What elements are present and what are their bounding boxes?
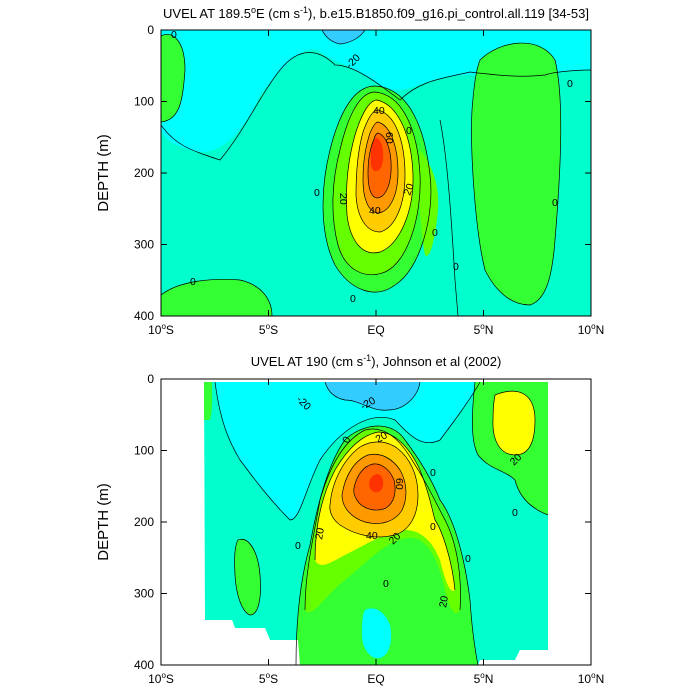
clabel: 0: [406, 125, 412, 137]
clabel: 0: [552, 197, 558, 209]
clabel: 0: [430, 467, 436, 479]
clabel: 0: [432, 227, 438, 239]
panel-2: UVEL AT 190 (cm s-1), Johnson et al (200…: [95, 353, 604, 686]
region-pos-left: [161, 34, 185, 122]
panel-2-contour-fill: [161, 379, 591, 665]
mask-right: [478, 379, 591, 665]
panel-1-title: UVEL AT 189.5oE (cm s-1), b.e15.B1850.f0…: [163, 5, 589, 21]
panel-2-x-tick-labels: 10oS 5oS EQ 5oN 10oN: [148, 671, 604, 686]
panel-2-contour-labels: -20 -20 0 20 60 40 20 20 20 20 0 0 0 0 0…: [294, 394, 525, 609]
panel-1-x-tick-labels: 10oS 5oS EQ 5oN 10oN: [148, 322, 604, 337]
x-tick-label: EQ: [367, 672, 384, 686]
clabel: 0: [295, 540, 301, 552]
x-tick-label: 5oS: [259, 671, 278, 686]
panel-1-y-axis-label: DEPTH (m): [95, 134, 112, 212]
x-tick-label: 5oS: [259, 322, 278, 337]
strip-left: [204, 382, 213, 420]
clabel: 0: [350, 293, 356, 305]
clabel: 0: [171, 29, 177, 41]
core-70: [369, 474, 384, 493]
panel-2-y-tick-labels: 0 100 200 300 400: [134, 372, 154, 672]
y-tick-label: 100: [134, 95, 154, 109]
y-tick-label: 300: [134, 238, 154, 252]
clabel: 40: [373, 105, 385, 117]
clabel: 20: [313, 527, 327, 541]
region-neg10: [215, 382, 480, 520]
x-tick-label: EQ: [367, 323, 384, 337]
x-tick-label: 10oN: [578, 322, 604, 337]
clabel: 0: [453, 261, 459, 273]
clabel: 20: [374, 429, 390, 445]
clabel: 0: [190, 276, 196, 288]
clabel: 0: [567, 78, 573, 90]
x-tick-label: 5oN: [474, 322, 494, 337]
y-tick-label: 0: [147, 23, 154, 37]
clabel: 20: [337, 193, 349, 205]
panel-2-y-axis-label: DEPTH (m): [95, 483, 112, 561]
clabel: 0: [340, 434, 353, 445]
y-tick-label: 300: [134, 587, 154, 601]
y-tick-label: 0: [147, 372, 154, 386]
clabel: 40: [366, 530, 378, 542]
region-neg20: [325, 382, 420, 411]
region-right-yellow: [492, 391, 535, 455]
clabel: 20: [437, 595, 451, 609]
x-tick-label: 10oN: [578, 671, 604, 686]
y-tick-label: 400: [134, 309, 154, 323]
region-pos-right: [471, 43, 561, 305]
x-tick-label: 10oS: [148, 322, 174, 337]
clabel: 0: [383, 578, 389, 590]
tongue: [418, 150, 439, 256]
clabel: 20: [402, 182, 417, 197]
panel-2-ticks: [161, 378, 591, 666]
region-pos-bottom-left: [161, 279, 272, 316]
region-neg20: [322, 30, 365, 44]
clabel: 60: [383, 132, 395, 144]
clabel: 0: [430, 521, 436, 533]
clabel: 60: [393, 478, 405, 490]
panel-1: UVEL AT 189.5oE (cm s-1), b.e15.B1850.f0…: [95, 5, 604, 337]
clabel: 0: [465, 553, 471, 565]
panel-2-title: UVEL AT 190 (cm s-1), Johnson et al (200…: [251, 353, 502, 369]
clabel: 0: [512, 507, 518, 519]
y-tick-label: 400: [134, 658, 154, 672]
y-tick-label: 200: [134, 166, 154, 180]
panel-1-contour-fill: [161, 30, 591, 316]
panel-1-y-tick-labels: 0 100 200 300 400: [134, 23, 154, 323]
panel-1-ticks: [161, 29, 591, 317]
core-70: [370, 138, 384, 172]
clabel: 0: [314, 187, 320, 199]
y-tick-label: 200: [134, 515, 154, 529]
blob-lower-left: [234, 539, 261, 615]
x-tick-label: 10oS: [148, 671, 174, 686]
clabel: 40: [369, 205, 381, 217]
x-tick-label: 5oN: [474, 671, 494, 686]
y-tick-label: 100: [134, 444, 154, 458]
blob-bottom-cyan: [362, 608, 392, 659]
mask-left: [161, 379, 300, 665]
